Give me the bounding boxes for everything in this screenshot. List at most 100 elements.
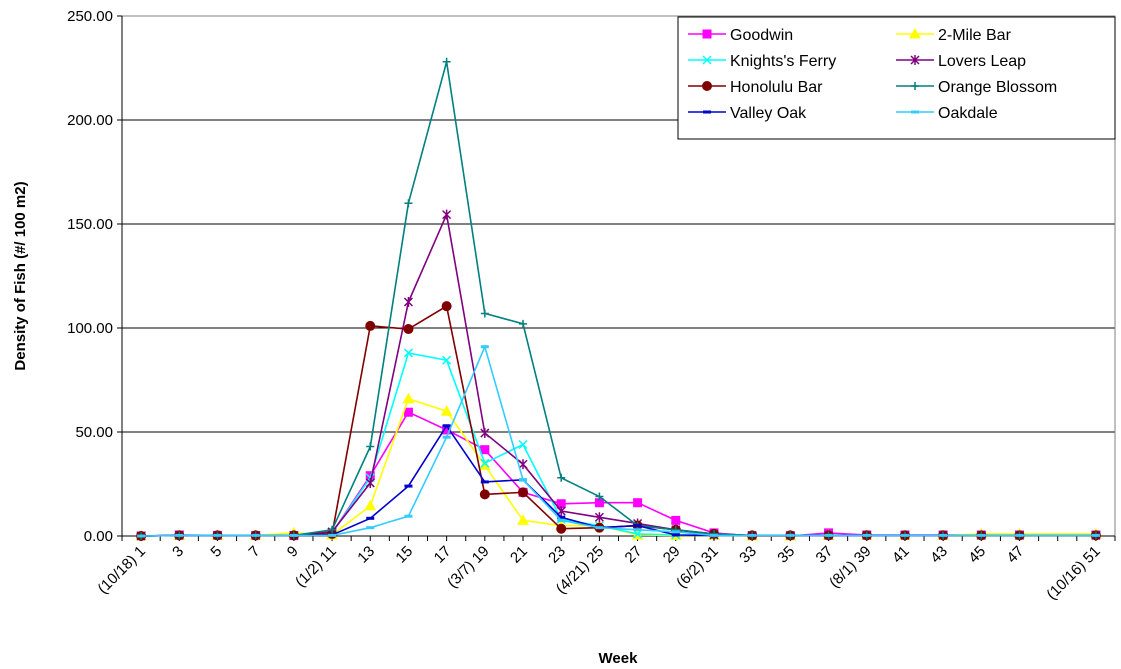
data-point: [1091, 533, 1100, 537]
data-point: [557, 473, 566, 482]
x-tick-label: 45: [965, 543, 989, 567]
data-point: [480, 458, 490, 468]
data-point: [786, 533, 795, 537]
x-tick-label: (3/7) 19: [444, 543, 493, 592]
legend-label: Goodwin: [730, 27, 793, 44]
data-point: [911, 82, 919, 90]
data-point: [633, 524, 642, 528]
data-point: [365, 477, 375, 488]
data-point: [595, 492, 604, 501]
data-point: [440, 405, 453, 416]
data-point: [442, 57, 451, 66]
series-lovers-leap: [136, 209, 1101, 541]
data-point: [911, 110, 919, 114]
legend: Goodwin 2-Mile Bar Knights's Ferry Lovers L…: [677, 16, 1116, 140]
data-point: [824, 533, 833, 537]
data-point: [595, 526, 604, 530]
data-point: [557, 515, 566, 519]
data-point: [175, 533, 184, 537]
legend-box: [677, 16, 1116, 140]
x-tick-label: (6/2) 31: [673, 543, 722, 592]
data-point: [404, 484, 413, 488]
x-tick-label: 29: [660, 543, 684, 567]
legend-entry: Oakdale: [896, 105, 998, 122]
data-point: [213, 533, 222, 537]
data-point: [480, 445, 490, 455]
data-point: [403, 324, 414, 335]
data-point: [480, 428, 490, 439]
data-point: [633, 528, 642, 532]
data-point: [594, 512, 604, 523]
data-point: [557, 518, 566, 522]
data-point: [909, 27, 921, 39]
data-point: [480, 345, 489, 349]
legend-label: 2-Mile Bar: [938, 27, 1012, 44]
y-tick-label: 200.00: [67, 112, 113, 129]
data-point: [251, 533, 260, 537]
legend-entry: Knights's Ferry: [688, 53, 836, 70]
y-tick-label: 150.00: [67, 216, 113, 233]
series-line: [141, 211, 1096, 537]
x-tick-label: (10/16) 51: [1043, 543, 1103, 603]
legend-label: Honolulu Bar: [730, 79, 823, 96]
data-point: [1015, 533, 1024, 537]
series-line: [141, 411, 1096, 537]
x-tick-label: (10/18) 1: [94, 543, 148, 597]
data-point: [328, 525, 337, 534]
y-tick-label: 100.00: [67, 320, 113, 337]
data-point: [671, 530, 680, 534]
series-line: [141, 352, 1096, 537]
data-point: [365, 320, 376, 331]
data-point: [442, 209, 452, 220]
x-tick-label: 37: [813, 543, 837, 567]
data-point: [862, 533, 871, 537]
data-point: [366, 516, 375, 520]
x-tick-label: 5: [207, 543, 225, 561]
data-point: [518, 439, 528, 450]
x-axis-title: Week: [599, 650, 639, 667]
legend-entry: Honolulu Bar: [688, 79, 823, 96]
y-tick-label: 250.00: [67, 8, 113, 25]
data-point: [519, 319, 528, 328]
legend-entry: Valley Oak: [688, 105, 807, 122]
x-tick-label: 47: [1004, 543, 1028, 567]
data-point: [366, 442, 375, 451]
data-point: [748, 533, 757, 537]
x-tick-label: 7: [246, 543, 264, 561]
data-point: [442, 424, 451, 428]
data-point: [289, 533, 298, 537]
x-tick-label: 3: [169, 543, 187, 561]
data-point: [402, 392, 415, 404]
data-point: [328, 533, 337, 537]
data-point: [479, 489, 490, 500]
data-point: [671, 533, 680, 537]
data-point: [702, 55, 712, 65]
data-point: [702, 81, 712, 91]
data-point: [977, 533, 986, 537]
x-tick-label: 17: [431, 543, 455, 567]
data-point: [403, 407, 413, 417]
x-tick-label: 21: [507, 543, 531, 567]
data-point: [137, 534, 146, 538]
data-point: [518, 459, 528, 470]
series-line: [141, 397, 1096, 537]
series-line: [141, 344, 1096, 537]
data-point: [900, 533, 909, 537]
x-tick-label: 33: [736, 543, 760, 567]
data-point: [556, 523, 567, 534]
x-tick-label: 41: [889, 543, 913, 567]
data-point: [404, 199, 413, 208]
data-point: [364, 499, 377, 511]
legend-entry: 2-Mile Bar: [896, 27, 1012, 44]
x-tick-label: 9: [284, 543, 302, 561]
series-oakdale: [137, 344, 1100, 538]
legend-entry: Lovers Leap: [896, 53, 1026, 70]
data-point: [910, 55, 920, 65]
data-point: [519, 478, 528, 482]
data-point: [403, 297, 413, 307]
data-point: [671, 515, 681, 525]
data-point: [633, 498, 643, 508]
y-tick-label: 50.00: [75, 424, 113, 441]
